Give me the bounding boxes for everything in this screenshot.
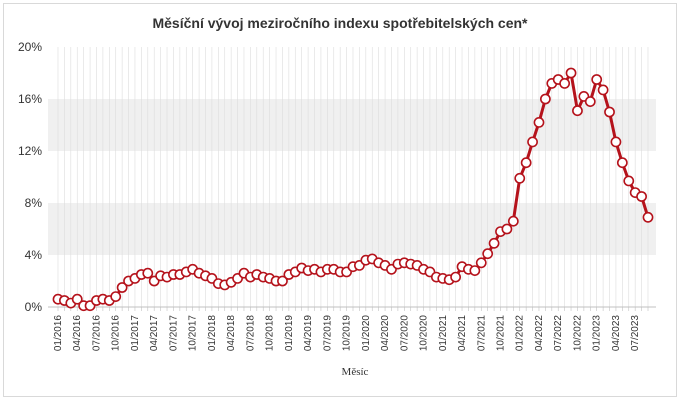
y-tick-label: 16%	[18, 92, 42, 106]
x-tick-label: 01/2023	[592, 315, 603, 352]
y-tick-label: 20%	[18, 40, 42, 54]
data-point	[559, 78, 571, 89]
x-tick-label: 07/2020	[399, 315, 410, 352]
x-tick-label: 04/2023	[611, 315, 622, 352]
data-point	[539, 93, 551, 105]
data-point	[71, 293, 83, 305]
data-point	[514, 172, 526, 184]
data-point	[507, 215, 519, 227]
grid-band-1	[48, 99, 656, 151]
x-tick-label: 07/2021	[476, 315, 487, 352]
x-tick-label: 07/2018	[245, 315, 256, 352]
x-tick-label: 01/2018	[207, 315, 218, 352]
x-tick-label: 04/2017	[149, 315, 160, 352]
chart-title: Měsíční vývoj meziročního indexu spotřeb…	[152, 15, 528, 31]
x-tick-label: 04/2020	[380, 315, 391, 352]
data-point	[475, 257, 487, 269]
data-point	[488, 237, 500, 249]
data-point	[110, 291, 122, 302]
x-tick-label: 10/2020	[419, 315, 430, 352]
x-tick-label: 04/2021	[457, 315, 468, 352]
x-tick-label: 10/2019	[342, 315, 353, 352]
x-tick-label: 10/2018	[265, 315, 276, 352]
y-tick-label: 12%	[18, 144, 42, 158]
data-point	[469, 265, 481, 276]
data-point	[642, 211, 654, 223]
data-point	[623, 175, 635, 187]
x-tick-label: 01/2016	[53, 315, 64, 352]
x-tick-label: 10/2022	[572, 315, 583, 352]
x-tick-label: 07/2023	[630, 315, 641, 352]
x-tick-label: 01/2022	[515, 315, 526, 352]
grid-band-0	[48, 203, 656, 255]
data-point	[591, 74, 603, 85]
data-point	[142, 267, 154, 279]
x-tick-label: 04/2018	[226, 315, 237, 352]
data-point	[277, 275, 288, 287]
data-point	[450, 271, 462, 283]
x-tick-label: 01/2021	[438, 315, 449, 352]
data-point	[520, 157, 532, 169]
data-point	[527, 136, 538, 148]
x-tick-label: 10/2021	[496, 315, 507, 352]
x-tick-label: 01/2019	[284, 315, 295, 352]
data-point	[610, 136, 622, 148]
x-tick-label: 04/2022	[534, 315, 545, 352]
x-tick-label: 01/2017	[130, 315, 141, 352]
data-point	[636, 191, 647, 202]
data-point	[584, 96, 596, 107]
y-tick-label: 0%	[25, 300, 43, 314]
x-tick-label: 10/2017	[188, 315, 199, 352]
data-point	[482, 248, 494, 260]
data-point	[501, 223, 513, 235]
x-tick-label: 01/2020	[361, 315, 372, 352]
data-point	[597, 84, 609, 96]
x-tick-label: 07/2019	[322, 315, 333, 352]
data-point	[116, 282, 128, 293]
x-axis-label: Měsíc	[342, 366, 369, 378]
x-tick-label: 07/2017	[168, 315, 179, 352]
y-tick-label: 4%	[25, 248, 43, 262]
data-point	[572, 105, 583, 117]
y-tick-label: 8%	[25, 196, 43, 210]
data-point	[565, 67, 577, 79]
x-tick-label: 04/2019	[303, 315, 314, 352]
data-point	[604, 106, 615, 118]
data-point	[533, 117, 545, 128]
x-tick-label: 07/2016	[91, 315, 102, 352]
data-point	[616, 157, 628, 169]
x-tick-label: 10/2016	[111, 315, 122, 352]
x-tick-label: 07/2022	[553, 315, 564, 352]
x-tick-label: 04/2016	[72, 315, 83, 352]
